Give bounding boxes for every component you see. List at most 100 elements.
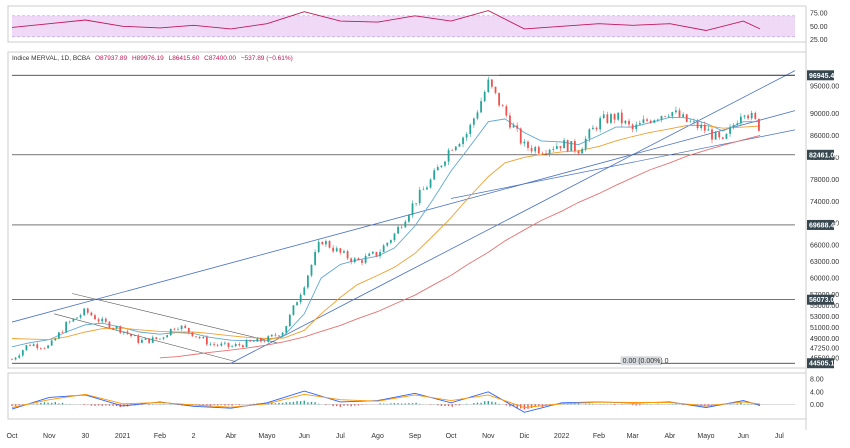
candle-body	[122, 331, 125, 333]
candle-body	[187, 327, 190, 333]
candle-body	[18, 355, 21, 358]
candle-body	[79, 315, 82, 318]
candle-body	[191, 332, 194, 337]
candle-body	[83, 308, 86, 316]
candle-body	[335, 248, 338, 252]
macd-histogram-bar	[115, 404, 118, 407]
level-label-box	[807, 149, 834, 160]
candle-body	[357, 258, 360, 261]
macd-histogram-bar	[382, 403, 385, 405]
macd-histogram-bar	[213, 404, 215, 406]
macd-histogram-bar	[357, 404, 360, 406]
candle-body	[220, 343, 223, 346]
candle-body	[306, 275, 309, 288]
candle-body	[505, 106, 508, 116]
candle-body	[299, 294, 302, 303]
macd-histogram-bar	[148, 404, 150, 405]
candle-body	[415, 203, 418, 204]
candle-body	[530, 147, 533, 152]
candle-body	[162, 337, 165, 339]
level-label-box	[807, 219, 834, 230]
candle-body	[361, 260, 363, 263]
candle-body	[379, 252, 381, 257]
candle-body	[736, 123, 739, 126]
x-tick-label: 2	[192, 433, 196, 440]
macd-histogram-bar	[509, 404, 511, 407]
x-tick-label: Nov	[43, 433, 56, 440]
candle-body	[270, 334, 273, 337]
macd-histogram-bar	[11, 404, 13, 407]
candle-body	[133, 335, 136, 337]
candle-body	[72, 318, 75, 322]
candle-body	[94, 315, 96, 320]
candle-body	[400, 226, 403, 228]
macd-histogram-bar	[505, 404, 508, 406]
candle-body	[43, 348, 46, 349]
low-value: L86415.60	[169, 55, 200, 62]
macd-histogram-bar	[440, 404, 443, 406]
candle-body	[491, 79, 493, 87]
macd-histogram-bar	[588, 403, 591, 405]
level-label: 69688.41	[809, 222, 838, 229]
macd-histogram-bar	[444, 404, 446, 406]
candle-body	[296, 302, 298, 306]
macd-histogram-bar	[343, 404, 345, 406]
candle-body	[501, 105, 504, 107]
x-tick-label: Abr	[225, 433, 237, 440]
candle-body	[281, 332, 284, 336]
candle-body	[50, 340, 53, 346]
candle-body	[682, 114, 685, 117]
candle-body	[58, 332, 60, 339]
candle-body	[68, 321, 71, 323]
price-tick-label: 74000.00	[810, 199, 839, 206]
macd-histogram-bar	[415, 402, 417, 405]
candle-body	[108, 321, 111, 329]
candle-body	[656, 119, 659, 121]
x-tick-label: Abr	[664, 433, 676, 440]
x-tick-label: 2021	[115, 433, 131, 440]
candle-body	[620, 112, 623, 124]
price-tick-label: 53000.00	[810, 314, 839, 321]
price-tick-label: 95000.00	[810, 83, 839, 90]
candle-body	[14, 357, 17, 360]
candle-body	[260, 338, 262, 342]
macd-histogram-bar	[318, 403, 320, 405]
candle-body	[592, 127, 594, 130]
candle-body	[462, 137, 464, 145]
candle-body	[209, 344, 212, 345]
macd-histogram-bar	[527, 404, 529, 409]
x-tick-label: Ago	[371, 433, 384, 440]
macd-histogram-bar	[704, 404, 706, 406]
x-tick-label: Sep	[409, 433, 422, 440]
candle-body	[422, 189, 425, 191]
rsi-tick-label: 75.00	[810, 11, 828, 18]
candle-body	[238, 344, 241, 346]
candle-body	[205, 337, 208, 345]
candle-body	[177, 328, 179, 330]
macd-histogram-bar	[97, 404, 100, 406]
macd-histogram-bar	[400, 403, 403, 405]
macd-histogram-bar	[530, 404, 533, 408]
macd-histogram-bar	[635, 404, 637, 406]
candle-body	[216, 344, 219, 346]
price-tick-label: 63000.00	[810, 259, 839, 266]
macd-histogram-bar	[54, 402, 56, 405]
macd-tick-label: 0.00	[810, 402, 824, 409]
x-tick-label: Jun	[738, 433, 749, 440]
candle-body	[696, 121, 699, 129]
candle-body	[389, 240, 392, 243]
macd-histogram-bar	[585, 403, 587, 405]
candle-body	[310, 264, 313, 276]
macd-histogram-bar	[40, 402, 42, 405]
macd-histogram-bar	[112, 404, 114, 406]
macd-histogram-bar	[209, 404, 212, 406]
candle-body	[382, 245, 385, 253]
candle-body	[487, 79, 490, 92]
candle-body	[754, 112, 757, 119]
price-tick-label: 51000.00	[810, 325, 839, 332]
candle-body	[321, 241, 324, 245]
candle-body	[721, 137, 724, 139]
x-tick-label: Feb	[593, 433, 605, 440]
macd-histogram-bar	[498, 403, 500, 405]
